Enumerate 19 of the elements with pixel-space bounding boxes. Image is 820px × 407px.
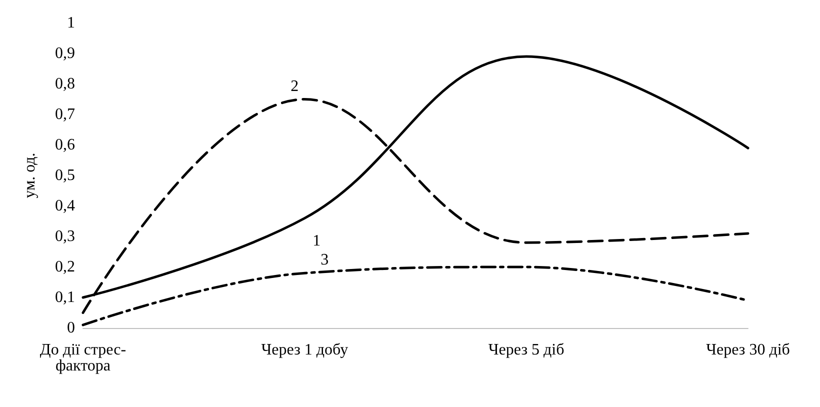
y-tick-label: 0,4 — [55, 198, 75, 214]
y-axis-title: ум. од. — [22, 152, 38, 198]
y-tick-label: 0,9 — [55, 45, 75, 62]
series-label: 2 — [290, 78, 299, 95]
y-tick-label: 1 — [67, 14, 75, 32]
x-tick-label: Через 30 діб — [706, 342, 790, 358]
y-tick-label: 0,3 — [55, 228, 75, 245]
y-tick-label: 0,5 — [55, 167, 75, 184]
y-tick-label: 0,8 — [55, 76, 75, 92]
x-tick-label: Через 1 добу — [261, 342, 348, 358]
x-tick-label: До дії стрес- фактора — [40, 342, 126, 374]
y-tick-label: 0,6 — [55, 136, 75, 154]
y-tick-label: 0,2 — [55, 258, 75, 276]
y-tick-label: 0,1 — [55, 289, 75, 306]
series-label: 1 — [312, 232, 321, 250]
y-tick-label: 0 — [67, 320, 75, 336]
y-tick-label: 0,7 — [55, 106, 75, 123]
series-label: 3 — [320, 252, 329, 269]
x-tick-label: Через 5 діб — [488, 342, 564, 358]
